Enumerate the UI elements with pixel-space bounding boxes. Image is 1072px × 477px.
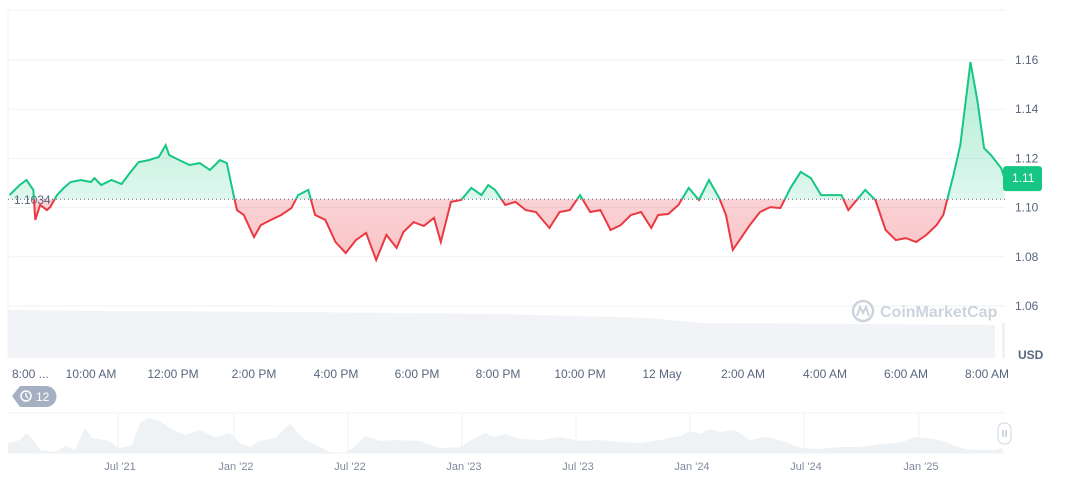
svg-text:1.11: 1.11 — [1012, 171, 1035, 185]
clock-history-icon — [20, 390, 32, 402]
x-tick-label: 12 May — [642, 367, 681, 381]
navigator-tick-label: Jan '25 — [903, 461, 938, 473]
area-below-baseline — [9, 199, 1005, 260]
y-tick-label: 1.10 — [1015, 201, 1039, 215]
area-above-baseline — [9, 62, 1005, 200]
x-tick-label: 8:00 ... — [12, 367, 49, 381]
navigator-tick-label: Jan '22 — [218, 461, 253, 473]
navigator-tick-label: Jan '24 — [674, 461, 709, 473]
navigator-tick-label: Jul '23 — [562, 461, 593, 473]
x-tick-label: 8:00 AM — [965, 367, 1009, 381]
volume-area — [8, 310, 995, 358]
y-tick-label: 1.08 — [1015, 250, 1039, 264]
y-tick-label: 1.06 — [1015, 299, 1039, 313]
navigator-handle[interactable] — [997, 422, 1012, 445]
navigator-tick-label: Jul '21 — [104, 461, 135, 473]
x-tick-label: 4:00 AM — [803, 367, 847, 381]
history-badge[interactable]: 12 — [12, 386, 57, 407]
volume-bar-last — [1002, 323, 1005, 358]
price-line-up — [8, 61, 1006, 200]
coinmarketcap-watermark: CoinMarketCap — [851, 299, 998, 323]
navigator[interactable]: Jul '21 Jan '22 Jul '22 Jan '23 Jul '23 Jan '… — [8, 412, 1012, 473]
navigator-tick-label: Jul '22 — [334, 461, 365, 473]
x-tick-label: 6:00 AM — [884, 367, 928, 381]
unit-label: USD — [1018, 348, 1044, 362]
navigator-tick-label: Jul '24 — [790, 461, 821, 473]
last-price-badge: 1.11 — [1003, 166, 1042, 192]
svg-text:CoinMarketCap: CoinMarketCap — [880, 304, 998, 321]
x-tick-label: 6:00 PM — [395, 367, 440, 381]
x-tick-label: 10:00 PM — [554, 367, 605, 381]
x-tick-label: 8:00 PM — [476, 367, 521, 381]
x-tick-label: 10:00 AM — [66, 367, 117, 381]
x-tick-label: 12:00 PM — [147, 367, 198, 381]
x-tick-label: 2:00 PM — [232, 367, 277, 381]
x-tick-label: 2:00 AM — [721, 367, 765, 381]
x-tick-label: 4:00 PM — [314, 367, 359, 381]
navigator-tick-label: Jan '23 — [446, 461, 481, 473]
history-count: 12 — [36, 390, 50, 404]
baseline-label: 1.1034 — [14, 193, 51, 207]
y-tick-label: 1.14 — [1015, 102, 1039, 116]
y-tick-label: 1.16 — [1015, 53, 1039, 67]
navigator-area — [8, 418, 1003, 453]
y-tick-label: 1.12 — [1015, 151, 1039, 165]
